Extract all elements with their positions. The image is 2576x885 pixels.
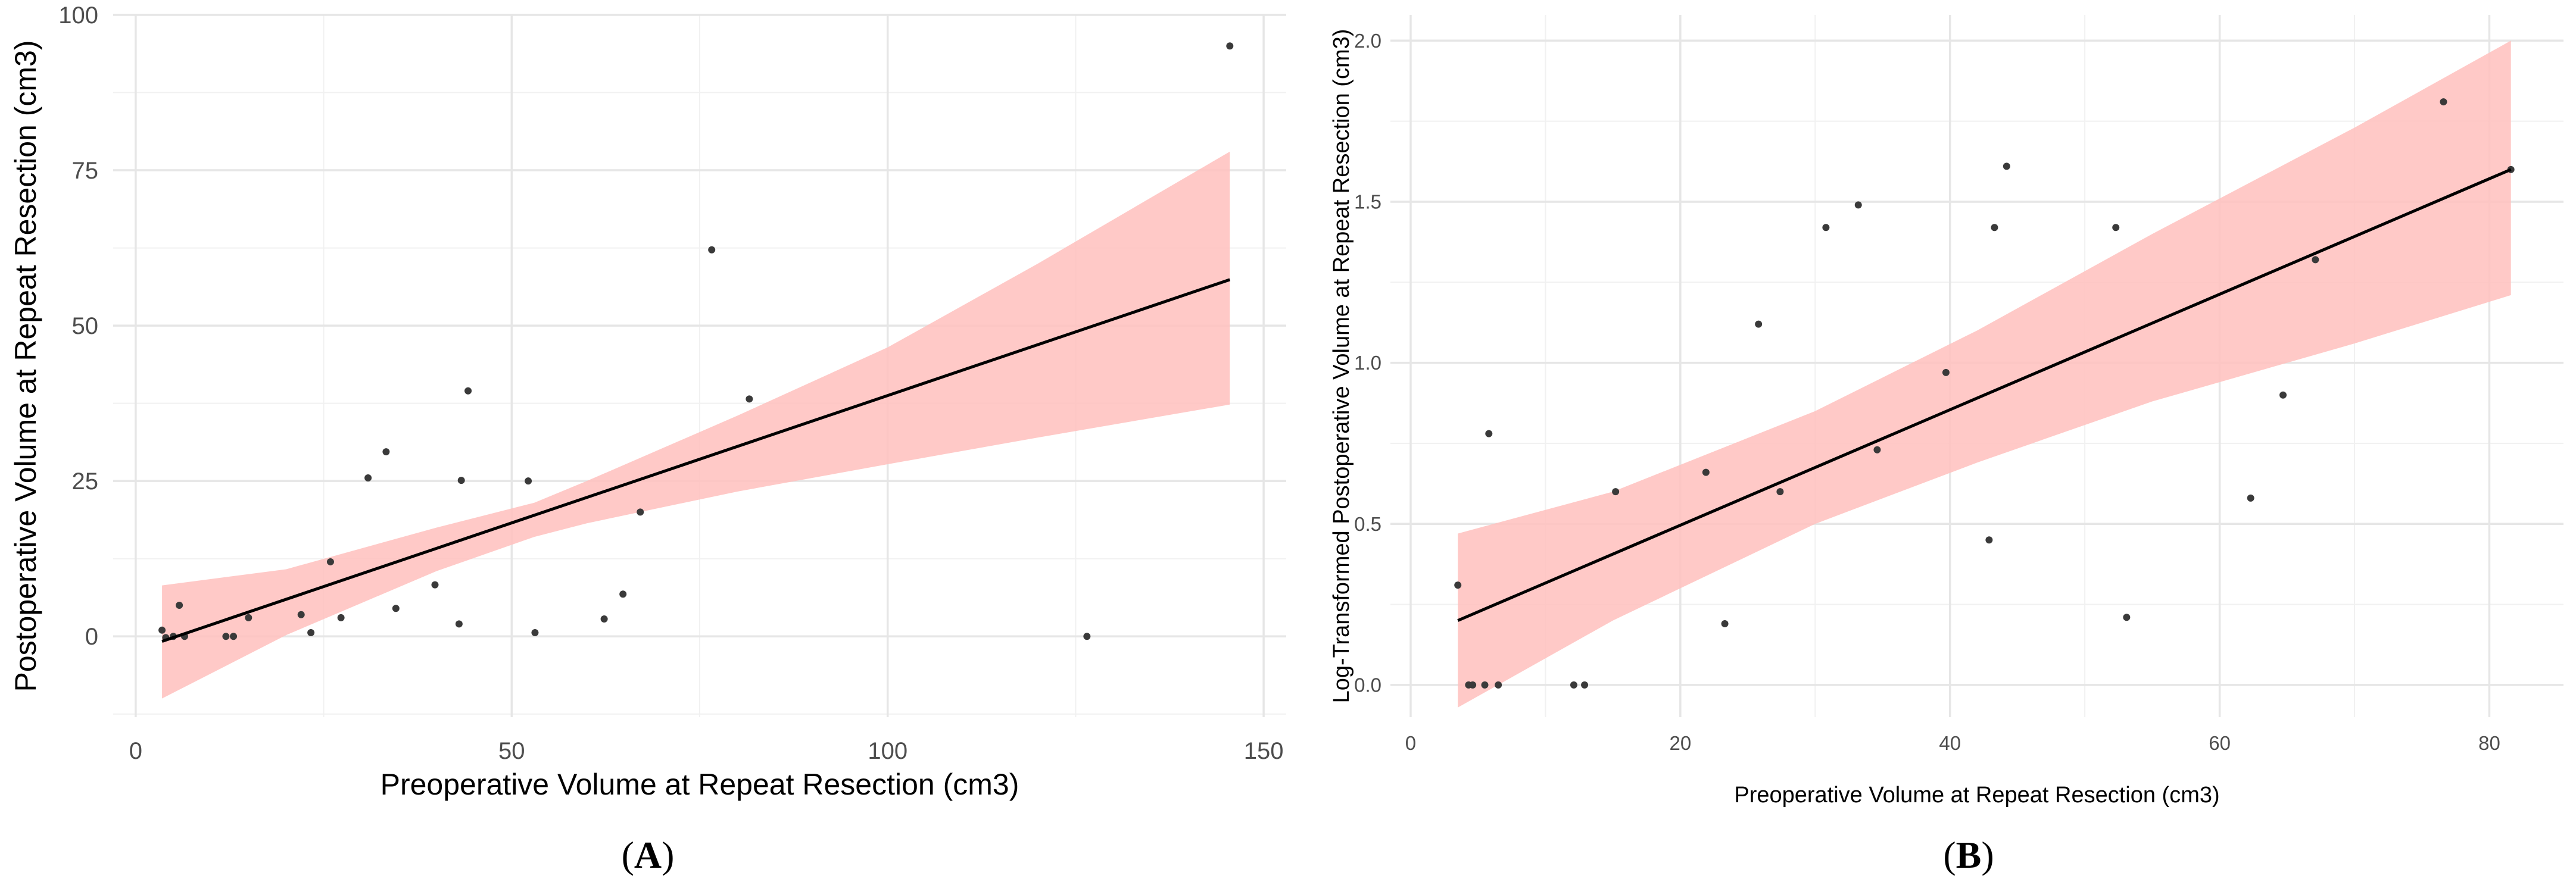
x-tick-label: 0	[1405, 732, 1416, 754]
x-axis-title: Preoperative Volume at Repeat Resection …	[1734, 783, 2219, 808]
y-tick-label: 50	[72, 313, 99, 339]
chart-panel-b: 0 20 40 60 80 0.0 0.5 1.0 1.5 2.0 Preoperative Vol…	[1329, 15, 2563, 876]
data-point	[464, 387, 472, 395]
data-point	[1495, 681, 1502, 689]
data-point	[1481, 681, 1489, 689]
y-tick-label: 100	[58, 2, 98, 29]
data-point	[708, 246, 716, 254]
data-point	[364, 474, 372, 481]
data-point	[1083, 633, 1091, 640]
data-point	[457, 477, 465, 484]
y-tick-label: 1.5	[1354, 190, 1381, 212]
x-tick-label: 40	[1939, 732, 1961, 754]
data-point	[176, 602, 183, 609]
x-axis-title: Preoperative Volume at Repeat Resection …	[381, 768, 1019, 801]
panel-label: (B)	[1943, 834, 1994, 876]
data-point	[2247, 494, 2254, 502]
chart-panel-a: 0 50 100 150 0 25 50 75 100 Preoperative Volume a…	[9, 2, 1286, 876]
confidence-band	[162, 151, 1230, 699]
data-point	[2003, 162, 2010, 170]
data-point	[1612, 488, 1620, 496]
data-point	[1721, 620, 1729, 628]
regression-line	[1457, 168, 2512, 622]
data-point	[1822, 224, 1830, 232]
data-point	[1854, 201, 1862, 209]
x-tick-label: 60	[2209, 732, 2231, 754]
x-tick-label: 100	[868, 738, 907, 764]
data-point	[2112, 224, 2120, 232]
data-point	[431, 581, 439, 589]
data-point	[245, 614, 252, 621]
data-point	[337, 614, 345, 621]
data-point	[392, 605, 400, 612]
data-point	[2440, 98, 2447, 106]
data-point	[1873, 446, 1881, 454]
y-tick-label: 1.0	[1354, 352, 1381, 374]
data-point	[1226, 42, 1234, 50]
confidence-band	[1458, 40, 2511, 708]
y-tick-label: 0.5	[1354, 513, 1381, 535]
data-point	[525, 477, 532, 485]
data-point	[382, 448, 390, 456]
data-point	[1985, 536, 1993, 544]
x-tick-label: 20	[1669, 732, 1691, 754]
data-point	[1991, 224, 1998, 232]
data-point	[619, 590, 627, 598]
data-point	[1454, 581, 1462, 589]
x-tick-label: 150	[1244, 738, 1284, 764]
data-point	[1702, 468, 1710, 476]
y-tick-label: 0.0	[1354, 674, 1381, 696]
data-point	[307, 628, 315, 636]
data-point	[158, 626, 166, 634]
data-point	[637, 508, 644, 516]
data-point	[230, 633, 238, 640]
data-point	[222, 633, 230, 640]
data-point	[297, 611, 305, 618]
x-tick-label: 80	[2478, 732, 2500, 754]
data-point	[600, 615, 608, 623]
data-point	[531, 628, 539, 636]
data-point	[1755, 320, 1763, 328]
data-point	[1581, 681, 1589, 689]
x-tick-label: 50	[498, 738, 525, 764]
x-tick-label: 0	[129, 738, 142, 764]
data-point	[1570, 681, 1577, 689]
data-point	[2312, 256, 2319, 264]
y-tick-label: 2.0	[1354, 30, 1381, 52]
data-point	[746, 395, 753, 403]
data-point	[2123, 614, 2131, 621]
data-points	[1454, 98, 2515, 689]
data-point	[1776, 488, 1784, 496]
y-axis-title: Postoperative Volume at Repeat Resection…	[9, 40, 42, 692]
y-tick-label: 0	[85, 624, 98, 650]
data-point	[1485, 430, 1493, 437]
panel-label: (A)	[622, 834, 675, 876]
y-tick-label: 75	[72, 158, 99, 184]
data-point	[326, 558, 334, 565]
data-point	[455, 620, 463, 628]
regression-line	[161, 278, 1231, 643]
y-axis-title: Log-Transformed Postoperative Volume at …	[1329, 29, 1354, 703]
y-tick-label: 25	[72, 468, 99, 495]
data-point	[2279, 391, 2287, 399]
data-point	[1942, 368, 1950, 376]
data-point	[1469, 681, 1477, 689]
